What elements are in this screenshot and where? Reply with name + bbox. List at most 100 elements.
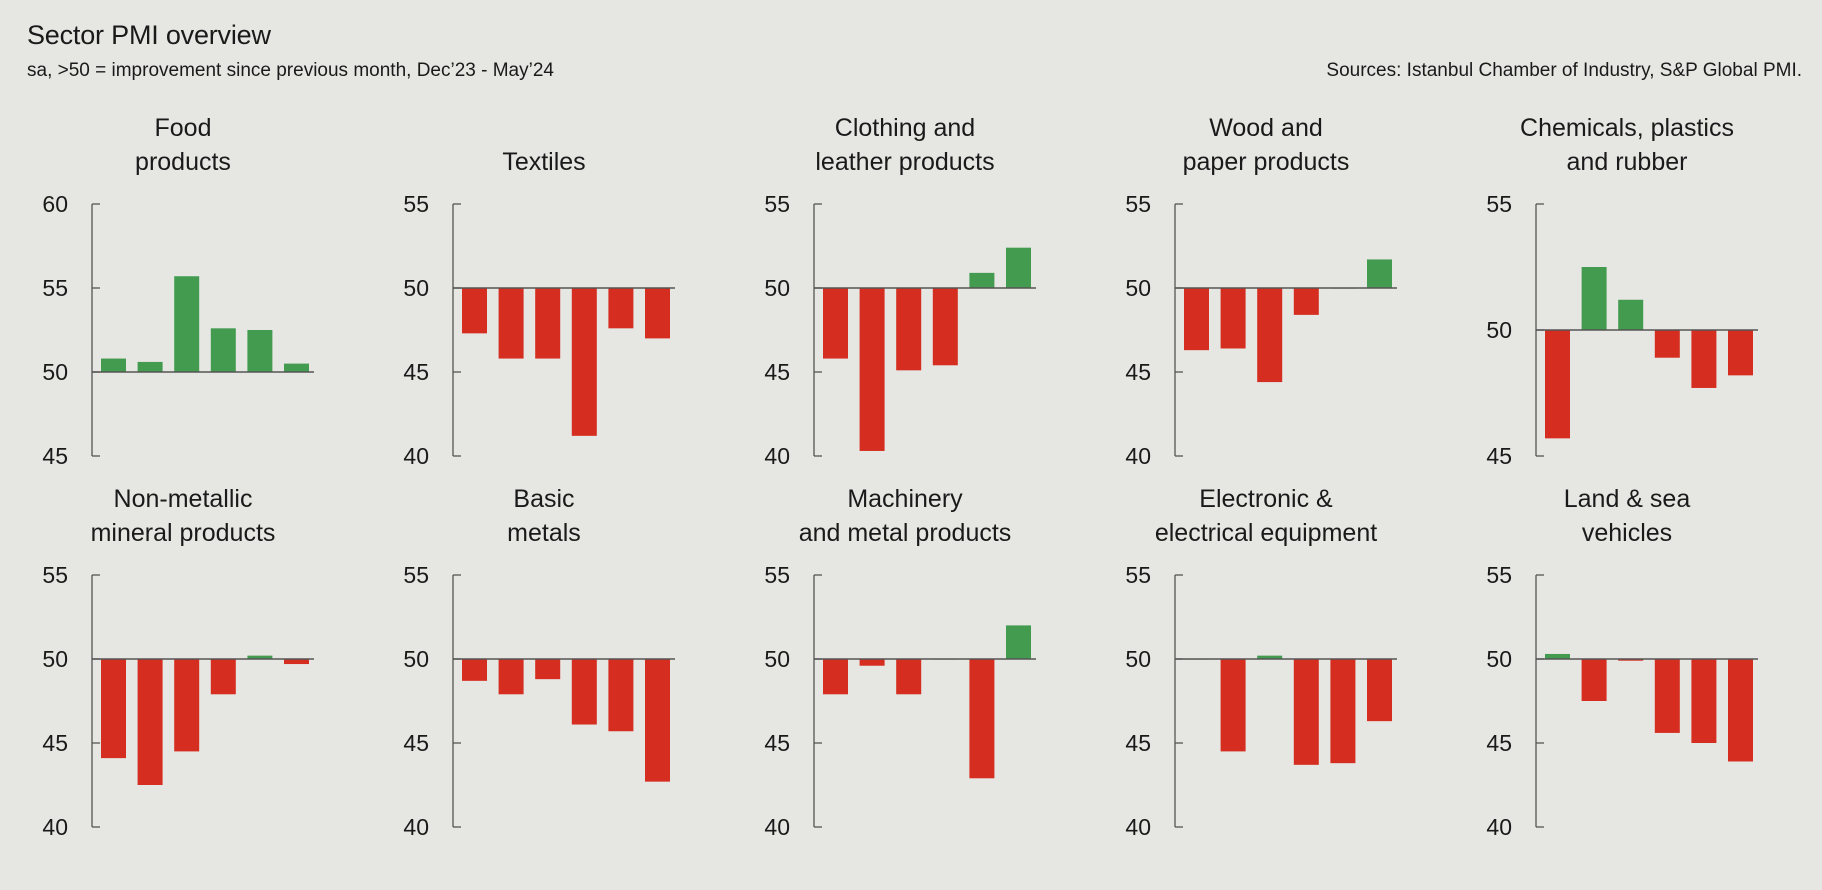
chart-title: Clothing and: [835, 114, 975, 142]
y-tick-label: 55: [42, 562, 68, 588]
y-tick-label: 60: [42, 191, 68, 217]
y-tick-label: 40: [1125, 443, 1151, 469]
bar: [645, 659, 670, 782]
bar: [1728, 659, 1753, 762]
y-tick-label: 50: [1125, 275, 1151, 301]
bar: [1367, 259, 1392, 288]
y-tick-label: 40: [1125, 814, 1151, 840]
y-tick-label: 45: [764, 359, 790, 385]
y-tick-label: 40: [403, 814, 429, 840]
bar: [1330, 659, 1356, 764]
sector-chart-2: Clothing and leather products 40 45 50 55: [764, 114, 1036, 469]
y-tick-label: 50: [1125, 646, 1151, 672]
bar: [498, 659, 524, 695]
bar: [1728, 330, 1753, 376]
bar: [969, 272, 995, 288]
y-tick-label: 45: [403, 730, 429, 756]
chart-title: products: [135, 148, 231, 176]
bar: [1691, 330, 1717, 388]
chart-title: leather products: [815, 148, 994, 176]
y-tick-label: 40: [403, 443, 429, 469]
bar: [1220, 288, 1246, 349]
bar: [859, 659, 885, 666]
y-tick-label: 40: [764, 814, 790, 840]
y-tick-label: 55: [1486, 191, 1512, 217]
bar: [210, 328, 236, 372]
sector-chart-7: Machinery and metal products 40 45 50 55: [764, 485, 1036, 840]
bar: [571, 659, 597, 725]
bar: [823, 659, 848, 695]
chart-title: Land & sea: [1564, 485, 1691, 513]
y-tick-label: 40: [42, 814, 68, 840]
y-tick-label: 45: [1125, 359, 1151, 385]
bar: [1293, 659, 1319, 765]
bar: [969, 659, 995, 779]
y-tick-label: 50: [764, 275, 790, 301]
y-tick-label: 50: [1486, 646, 1512, 672]
bar: [932, 288, 958, 366]
bar: [1257, 288, 1283, 383]
chart-title: and metal products: [799, 519, 1012, 547]
bar: [1257, 655, 1283, 659]
bar: [498, 288, 524, 359]
y-tick-label: 50: [42, 359, 68, 385]
chart-title: and rubber: [1567, 148, 1688, 176]
bar: [608, 288, 634, 329]
page-title: Sector PMI overview: [27, 20, 271, 50]
chart-title: Non-metallic: [114, 485, 253, 513]
chart-title: Wood and: [1209, 114, 1323, 142]
bar: [1220, 659, 1246, 752]
chart-title: Machinery: [847, 485, 963, 513]
bar: [1006, 625, 1031, 659]
bar: [1581, 267, 1607, 330]
sector-chart-5: Non-metallic mineral products 40 45 50 55: [42, 485, 314, 840]
bar: [1367, 659, 1392, 722]
bar: [462, 659, 487, 681]
chart-title: Food: [155, 114, 212, 142]
y-tick-label: 40: [764, 443, 790, 469]
bar: [1545, 653, 1570, 659]
y-tick-label: 55: [1125, 191, 1151, 217]
bar: [210, 659, 236, 695]
y-tick-label: 55: [403, 191, 429, 217]
bar: [137, 361, 163, 372]
y-tick-label: 45: [42, 730, 68, 756]
sector-chart-8: Electronic & electrical equipment 40 45 50 55: [1125, 485, 1397, 840]
bar: [1618, 299, 1644, 330]
bar: [1293, 288, 1319, 315]
sector-chart-6: Basic metals 40 45 50 55: [403, 485, 675, 840]
bar: [608, 659, 634, 732]
y-tick-label: 55: [1125, 562, 1151, 588]
bar: [101, 659, 126, 759]
bar: [859, 288, 885, 451]
bar: [571, 288, 597, 436]
sector-chart-1: Textiles 40 45 50 55: [403, 148, 675, 469]
y-tick-label: 55: [764, 562, 790, 588]
bar: [247, 330, 273, 372]
bar: [137, 659, 163, 785]
y-tick-label: 50: [1486, 317, 1512, 343]
bar: [1691, 659, 1717, 743]
source-note: Sources: Istanbul Chamber of Industry, S…: [1326, 60, 1802, 81]
y-tick-label: 45: [1486, 443, 1512, 469]
bar: [284, 659, 309, 665]
bar: [101, 358, 126, 372]
chart-title: vehicles: [1582, 519, 1672, 547]
y-tick-label: 45: [764, 730, 790, 756]
chart-title: electrical equipment: [1155, 519, 1377, 547]
y-tick-label: 45: [1125, 730, 1151, 756]
y-tick-label: 55: [403, 562, 429, 588]
chart-title: Chemicals, plastics: [1520, 114, 1734, 142]
sector-chart-4: Chemicals, plastics and rubber 45 50 55: [1486, 114, 1758, 469]
bar: [247, 655, 273, 659]
y-tick-label: 40: [1486, 814, 1512, 840]
bar: [174, 276, 200, 372]
y-tick-label: 55: [1486, 562, 1512, 588]
bar: [174, 659, 200, 752]
bar: [1006, 247, 1031, 288]
bar: [535, 288, 561, 359]
sector-chart-9: Land & sea vehicles 40 45 50 55: [1486, 485, 1758, 840]
bar: [462, 288, 487, 334]
y-tick-label: 55: [764, 191, 790, 217]
